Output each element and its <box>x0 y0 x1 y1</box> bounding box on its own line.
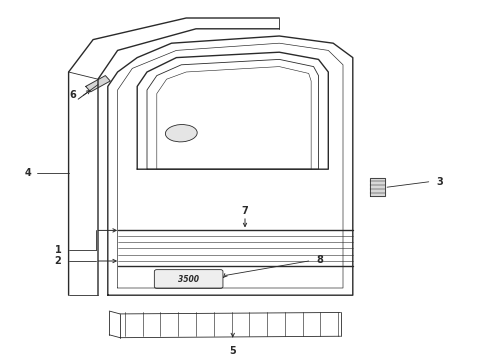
Text: 7: 7 <box>242 206 248 216</box>
Text: 2: 2 <box>54 256 61 266</box>
Text: 3: 3 <box>436 177 443 187</box>
Ellipse shape <box>166 125 197 142</box>
Text: 4: 4 <box>25 168 32 178</box>
Text: 6: 6 <box>69 90 76 100</box>
Text: 5: 5 <box>229 346 236 356</box>
Text: 1: 1 <box>54 245 61 255</box>
Polygon shape <box>370 178 385 196</box>
Text: 3500: 3500 <box>178 275 199 284</box>
FancyBboxPatch shape <box>154 270 223 288</box>
Text: 8: 8 <box>316 255 323 265</box>
Polygon shape <box>86 76 110 92</box>
